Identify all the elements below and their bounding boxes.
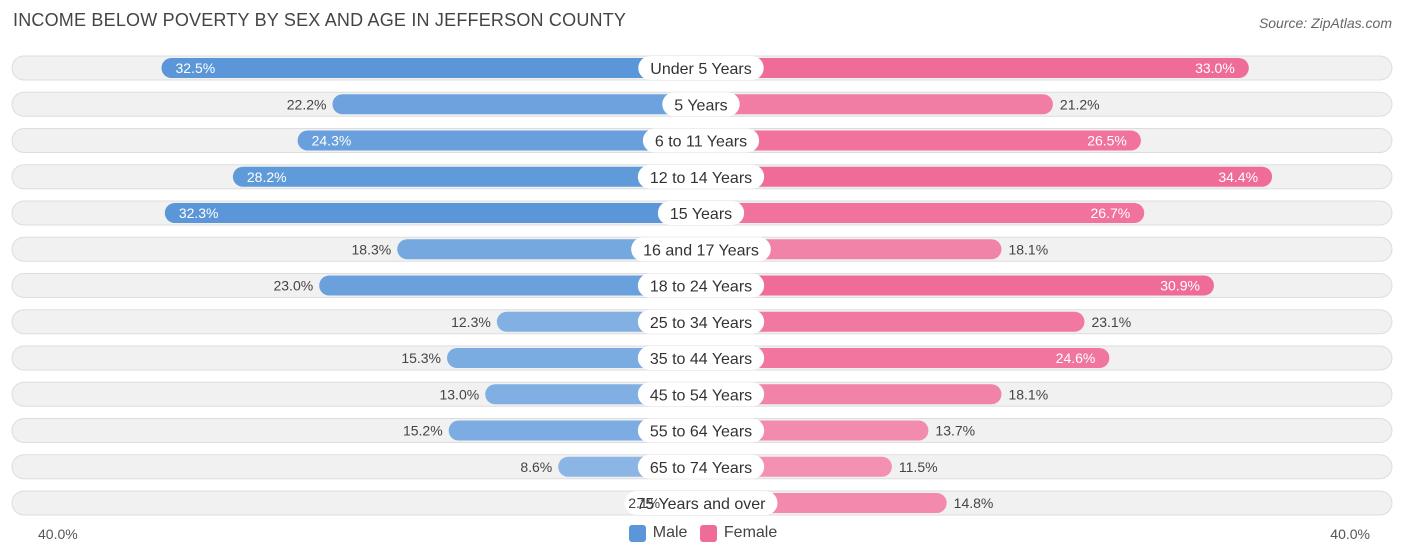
category-label-pill xyxy=(637,382,765,407)
category-label-pill xyxy=(637,164,765,189)
value-label-female: 26.7% xyxy=(1091,205,1131,221)
category-label: 45 to 54 Years xyxy=(650,387,752,404)
value-label-female: 18.1% xyxy=(1008,241,1048,257)
value-label-male: 28.2% xyxy=(247,169,287,185)
category-label: 18 to 24 Years xyxy=(650,279,752,296)
bar-female xyxy=(701,130,1141,151)
value-label-female: 23.1% xyxy=(1091,314,1131,330)
category-label-pill xyxy=(637,418,765,443)
bar-female xyxy=(701,311,1085,332)
legend-item-female[interactable]: Female xyxy=(699,524,778,542)
value-label-male: 15.2% xyxy=(403,423,443,439)
bar-female xyxy=(701,203,1145,223)
value-label-male: 8.6% xyxy=(520,459,552,475)
value-label-female: 26.5% xyxy=(1087,133,1127,149)
axis-left-label: 40.0% xyxy=(38,526,78,542)
bar-male xyxy=(164,203,701,223)
bar-female xyxy=(701,94,1053,115)
value-label-female: 11.5% xyxy=(899,459,938,475)
category-label: 12 to 14 Years xyxy=(650,170,752,187)
legend: Male Female xyxy=(0,524,1406,547)
bar-male xyxy=(161,58,701,78)
category-label-pill xyxy=(642,128,760,153)
category-label-pill xyxy=(637,454,765,479)
category-label-pill xyxy=(631,237,771,262)
value-label-male: 24.3% xyxy=(312,133,352,149)
value-label-male: 15.3% xyxy=(401,350,441,366)
value-label-male: 32.5% xyxy=(176,60,216,76)
category-label-pill xyxy=(637,309,765,334)
category-label: 6 to 11 Years xyxy=(655,134,747,151)
category-label: 35 to 44 Years xyxy=(650,351,752,368)
value-label-male: 22.2% xyxy=(287,96,327,112)
value-label-female: 13.7% xyxy=(935,423,975,439)
legend-item-male[interactable]: Male xyxy=(628,524,688,542)
category-label: Under 5 Years xyxy=(650,61,751,78)
diverging-bar-chart: Under 5 Years 32.5% 33.0% 5 Years 22.2% 21.2%… xyxy=(11,55,1393,516)
legend-label-female: Female xyxy=(723,524,778,541)
bar-female xyxy=(701,166,1273,187)
bar-male xyxy=(319,275,701,296)
category-label: 75 Years and over xyxy=(637,496,767,513)
axis-right-label: 40.0% xyxy=(1330,526,1370,542)
bar-male xyxy=(232,166,701,187)
value-label-male: 12.3% xyxy=(451,314,491,330)
value-label-female: 18.1% xyxy=(1008,386,1048,402)
legend-swatch-male xyxy=(628,524,646,542)
category-label-pill xyxy=(662,92,740,117)
bar-male xyxy=(397,239,701,260)
bar-female xyxy=(701,58,1249,78)
legend-swatch-female xyxy=(699,524,717,542)
value-label-female: 24.6% xyxy=(1056,350,1096,366)
bar-male xyxy=(297,130,701,151)
value-label-male: 32.3% xyxy=(179,205,219,221)
value-label-male: 18.3% xyxy=(352,241,392,257)
category-label: 55 to 64 Years xyxy=(650,424,752,441)
category-label: 5 Years xyxy=(674,97,727,114)
category-label: 15 Years xyxy=(670,206,732,223)
category-label-pill xyxy=(637,346,765,370)
bar-male xyxy=(448,420,701,441)
value-label-female: 21.2% xyxy=(1060,96,1100,112)
value-label-female: 34.4% xyxy=(1218,169,1258,185)
bar-male xyxy=(447,348,701,368)
bar-female xyxy=(701,239,1002,260)
value-label-female: 14.8% xyxy=(954,495,994,511)
source-label: Source: ZipAtlas.com xyxy=(1258,15,1392,31)
chart-title: INCOME BELOW POVERTY BY SEX AND AGE IN J… xyxy=(13,10,627,30)
category-label: 25 to 34 Years xyxy=(650,315,752,332)
category-label: 16 and 17 Years xyxy=(643,242,759,259)
category-label-pill xyxy=(637,273,765,298)
value-label-female: 30.9% xyxy=(1160,278,1200,294)
value-label-male: 13.0% xyxy=(439,386,479,402)
value-label-female: 33.0% xyxy=(1195,60,1235,76)
bar-female xyxy=(701,275,1214,296)
legend-label-male: Male xyxy=(652,524,688,541)
value-label-male: 23.0% xyxy=(273,278,313,294)
bar-female xyxy=(701,348,1110,368)
category-label-pill xyxy=(657,201,745,225)
category-label-pill xyxy=(638,56,764,80)
value-label-male: 2.1% xyxy=(628,495,660,511)
bar-male xyxy=(332,94,701,115)
category-label-pill xyxy=(624,491,778,515)
category-label: 65 to 74 Years xyxy=(650,460,752,477)
bar-female xyxy=(701,384,1002,405)
